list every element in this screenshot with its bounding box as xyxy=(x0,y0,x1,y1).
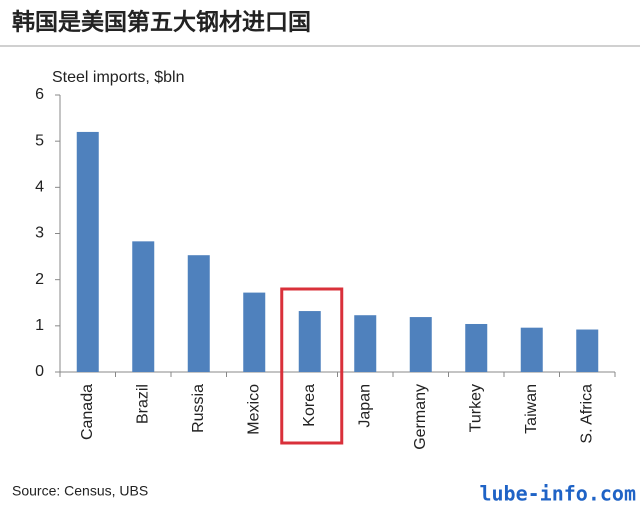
x-tick-label: S. Africa xyxy=(578,384,595,444)
y-tick-label: 3 xyxy=(35,225,44,242)
bar xyxy=(298,311,321,372)
source: Source: Census, UBS xyxy=(12,483,148,499)
watermark: lube-info.com xyxy=(479,482,636,506)
y-tick-label: 4 xyxy=(35,179,44,196)
bar xyxy=(409,317,432,372)
y-tick-label: 6 xyxy=(35,86,44,103)
x-tick-label: Russia xyxy=(190,384,207,433)
y-tick-label: 1 xyxy=(35,317,44,334)
y-tick-label: 0 xyxy=(35,363,44,380)
y-tick-label: 5 xyxy=(35,132,44,149)
bar xyxy=(187,255,210,372)
highlight-box xyxy=(280,287,344,445)
bar xyxy=(243,292,266,372)
x-tick-label: Turkey xyxy=(467,384,484,432)
x-tick-label: Germany xyxy=(412,384,429,450)
y-tick-label: 2 xyxy=(35,271,44,288)
y-axis-label: Steel imports, $bln xyxy=(52,69,185,86)
x-tick-label: Mexico xyxy=(245,384,262,435)
x-tick-label: Korea xyxy=(301,384,318,427)
bar xyxy=(520,327,543,372)
bar xyxy=(354,315,377,372)
x-tick-label: Taiwan xyxy=(523,384,540,434)
bar xyxy=(76,131,99,372)
x-tick-label: Canada xyxy=(79,384,96,440)
x-tick-label: Brazil xyxy=(134,384,151,424)
bar xyxy=(132,241,155,372)
bar xyxy=(465,323,488,372)
bar xyxy=(576,329,599,372)
chart-title: 韩国是美国第五大钢材进口国 xyxy=(12,9,311,36)
x-tick-label: Japan xyxy=(356,384,373,428)
